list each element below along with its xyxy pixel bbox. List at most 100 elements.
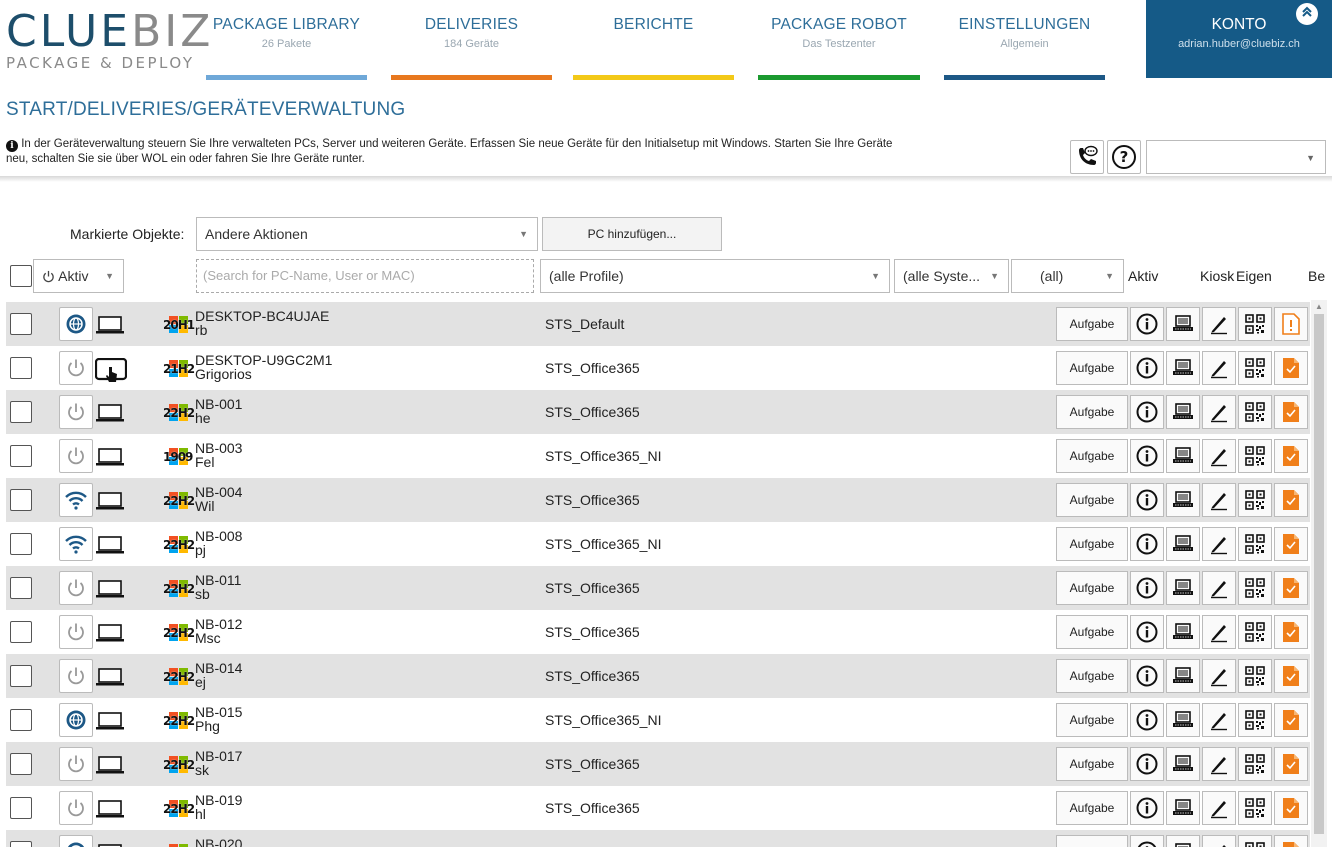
column-header-kiosk[interactable]: Kiosk (1200, 268, 1235, 284)
device-row[interactable]: 1909 NB-003 Fel STS_Office365_NI Aufgabe (6, 434, 1310, 478)
row-select-checkbox[interactable] (10, 797, 32, 819)
device-status-button[interactable] (59, 703, 93, 737)
task-button[interactable]: Aufgabe (1056, 307, 1128, 341)
task-button[interactable]: Aufgabe (1056, 791, 1128, 825)
edit-button[interactable] (1202, 703, 1236, 737)
deployment-status-button[interactable] (1274, 439, 1308, 473)
remote-desktop-button[interactable] (1166, 527, 1200, 561)
device-status-button[interactable] (59, 351, 93, 385)
row-select-checkbox[interactable] (10, 401, 32, 423)
nav-berichte[interactable]: BERICHTE (573, 0, 734, 80)
deployment-status-button[interactable] (1274, 659, 1308, 693)
info-button[interactable] (1130, 571, 1164, 605)
row-select-checkbox[interactable] (10, 445, 32, 467)
qr-code-button[interactable] (1238, 571, 1272, 605)
remote-desktop-button[interactable] (1166, 703, 1200, 737)
deployment-status-button[interactable] (1274, 351, 1308, 385)
info-button[interactable] (1130, 307, 1164, 341)
task-button[interactable]: Aufgabe (1056, 571, 1128, 605)
qr-code-button[interactable] (1238, 835, 1272, 847)
edit-button[interactable] (1202, 835, 1236, 847)
status-filter-select[interactable]: Aktiv ▼ (33, 259, 124, 293)
info-button[interactable] (1130, 483, 1164, 517)
device-row[interactable]: 22H2 NB-008 pj STS_Office365_NI Aufgabe (6, 522, 1310, 566)
edit-button[interactable] (1202, 571, 1236, 605)
pc-name[interactable]: NB-011 (195, 572, 242, 588)
pc-name[interactable]: NB-008 (195, 528, 243, 544)
remote-desktop-button[interactable] (1166, 307, 1200, 341)
qr-code-button[interactable] (1238, 703, 1272, 737)
qr-code-button[interactable] (1238, 791, 1272, 825)
deployment-status-button[interactable] (1274, 835, 1308, 847)
column-header-eigen[interactable]: Eigen (1236, 268, 1272, 284)
task-button[interactable]: Aufgabe (1056, 395, 1128, 429)
info-button[interactable] (1130, 703, 1164, 737)
qr-code-button[interactable] (1238, 483, 1272, 517)
nav-package-robot[interactable]: PACKAGE ROBOT Das Testzenter (758, 0, 920, 80)
row-select-checkbox[interactable] (10, 753, 32, 775)
qr-code-button[interactable] (1238, 395, 1272, 429)
qr-code-button[interactable] (1238, 527, 1272, 561)
deployment-status-button[interactable] (1274, 747, 1308, 781)
device-row[interactable]: 20H1 DESKTOP-BC4UJAE rb STS_Default Aufgabe (6, 302, 1310, 346)
pc-name[interactable]: NB-014 (195, 660, 243, 676)
deployment-status-button[interactable] (1274, 307, 1308, 341)
edit-button[interactable] (1202, 747, 1236, 781)
device-row[interactable]: 22H2 NB-017 sk STS_Office365 Aufgabe (6, 742, 1310, 786)
remote-desktop-button[interactable] (1166, 483, 1200, 517)
edit-button[interactable] (1202, 659, 1236, 693)
device-status-button[interactable] (59, 395, 93, 429)
column-header-be[interactable]: Be (1308, 268, 1326, 284)
remote-desktop-button[interactable] (1166, 835, 1200, 847)
device-row[interactable]: 21H2 DESKTOP-U9GC2M1 Grigorios STS_Office36… (6, 346, 1310, 390)
row-select-checkbox[interactable] (10, 665, 32, 687)
deployment-status-button[interactable] (1274, 483, 1308, 517)
pc-name[interactable]: NB-012 (195, 616, 243, 632)
pc-name[interactable]: NB-004 (195, 484, 243, 500)
edit-button[interactable] (1202, 483, 1236, 517)
edit-button[interactable] (1202, 791, 1236, 825)
device-type-icon[interactable] (94, 357, 128, 382)
qr-code-button[interactable] (1238, 307, 1272, 341)
device-status-button[interactable] (59, 527, 93, 561)
deployment-status-button[interactable] (1274, 571, 1308, 605)
deployment-status-button[interactable] (1274, 615, 1308, 649)
task-button[interactable]: Aufgabe (1056, 615, 1128, 649)
task-button[interactable]: Aufgabe (1056, 659, 1128, 693)
qr-code-button[interactable] (1238, 439, 1272, 473)
cluebiz-logo[interactable]: CLUEBIZ PACKAGE & DEPLOY (6, 10, 213, 73)
all-filter-select[interactable]: (all) ▼ (1011, 259, 1124, 293)
table-scrollbar[interactable]: ▲ (1311, 300, 1327, 847)
task-button[interactable]: Aufgabe (1056, 483, 1128, 517)
row-select-checkbox[interactable] (10, 841, 32, 847)
row-select-checkbox[interactable] (10, 621, 32, 643)
device-status-button[interactable] (59, 483, 93, 517)
pc-name[interactable]: DESKTOP-U9GC2M1 (195, 352, 333, 368)
device-row[interactable]: 22H2 NB-012 Msc STS_Office365 Aufgabe (6, 610, 1310, 654)
qr-code-button[interactable] (1238, 659, 1272, 693)
pc-name[interactable]: NB-001 (195, 396, 243, 412)
nav-deliveries[interactable]: DELIVERIES 184 Geräte (391, 0, 552, 80)
pc-name[interactable]: NB-020 (195, 836, 243, 847)
scroll-up-icon[interactable]: ▲ (1315, 302, 1323, 311)
task-button[interactable]: Aufgabe (1056, 747, 1128, 781)
info-button[interactable] (1130, 527, 1164, 561)
device-status-button[interactable] (59, 439, 93, 473)
scrollbar-thumb[interactable] (1314, 314, 1324, 834)
device-status-button[interactable] (59, 791, 93, 825)
device-row[interactable]: 22H2 NB-004 Wil STS_Office365 Aufgabe (6, 478, 1310, 522)
info-button[interactable] (1130, 351, 1164, 385)
device-row[interactable]: 22H2 NB-014 ej STS_Office365 Aufgabe (6, 654, 1310, 698)
pc-name[interactable]: NB-003 (195, 440, 243, 456)
edit-button[interactable] (1202, 527, 1236, 561)
info-button[interactable] (1130, 747, 1164, 781)
device-status-button[interactable] (59, 307, 93, 341)
device-row[interactable]: 22H2 NB-019 hl STS_Office365 Aufgabe (6, 786, 1310, 830)
row-select-checkbox[interactable] (10, 533, 32, 555)
remote-desktop-button[interactable] (1166, 571, 1200, 605)
deployment-status-button[interactable] (1274, 703, 1308, 737)
nav-package-library[interactable]: PACKAGE LIBRARY 26 Pakete (206, 0, 367, 80)
device-row[interactable]: 22H2 NB-001 he STS_Office365 Aufgabe (6, 390, 1310, 434)
remote-desktop-button[interactable] (1166, 659, 1200, 693)
remote-desktop-button[interactable] (1166, 747, 1200, 781)
